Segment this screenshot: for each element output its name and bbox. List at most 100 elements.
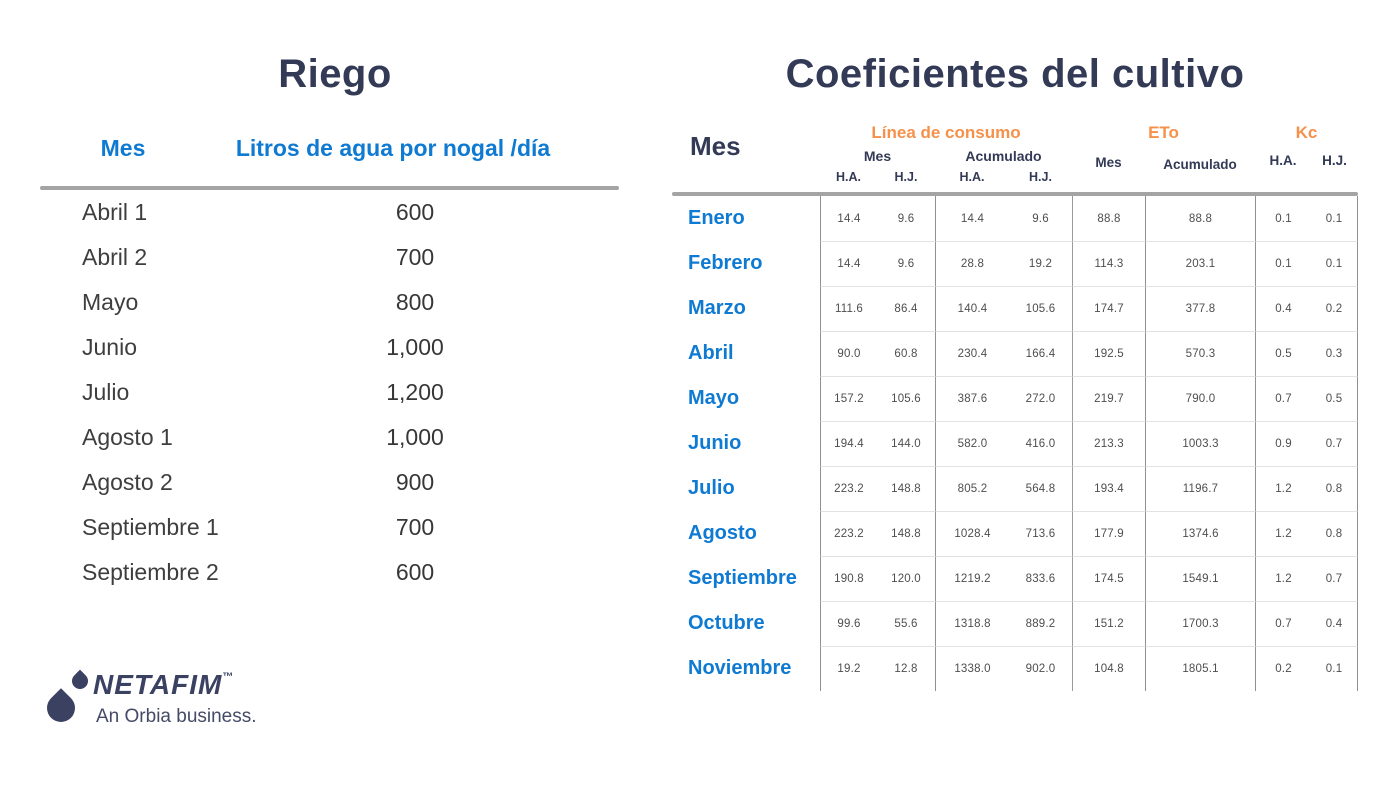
coef-value-cell: 0.2 xyxy=(1255,646,1311,691)
riego-month-cell: Agosto 1 xyxy=(82,424,173,450)
table-row: Abril 1 600 xyxy=(40,190,630,235)
col-consumo-acum-ha: H.A. xyxy=(959,170,985,184)
col-consumo-mes-ha: H.A. xyxy=(836,170,861,184)
coef-value-cell: 0.7 xyxy=(1255,376,1311,421)
coef-value-cell: 1700.3 xyxy=(1145,601,1255,646)
coef-value-cell: 19.2 xyxy=(820,646,877,691)
riego-table-section: Riego Mes Litros de agua por nogal /día … xyxy=(40,38,630,595)
coef-value-cell: 148.8 xyxy=(877,511,935,556)
table-row: Julio 1,200 xyxy=(40,370,630,415)
col-eto-mes: Mes xyxy=(1095,155,1122,170)
brand-name: NETAFIM™ xyxy=(93,669,233,701)
coef-value-cell: 805.2 xyxy=(935,466,1009,511)
riego-header-rule xyxy=(40,186,619,190)
coef-value-cell: 1028.4 xyxy=(935,511,1009,556)
coef-value-cell: 1.2 xyxy=(1255,511,1311,556)
coef-value-cell: 28.8 xyxy=(935,241,1009,286)
table-row: Junio 1,000 xyxy=(40,325,630,370)
water-drop-small-icon xyxy=(68,669,92,693)
coef-value-cell: 713.6 xyxy=(1009,511,1072,556)
coef-value-cell: 272.0 xyxy=(1009,376,1072,421)
riego-col-mes: Mes xyxy=(100,135,146,161)
coef-value-cell: 790.0 xyxy=(1145,376,1255,421)
coef-header-rule xyxy=(672,192,1358,196)
brand-tagline: An Orbia business. xyxy=(96,706,257,727)
riego-value-cell: 700 xyxy=(395,244,435,270)
table-row: Septiembre 2 600 xyxy=(40,550,630,595)
coef-value-cell: 1549.1 xyxy=(1145,556,1255,601)
coef-value-cell: 90.0 xyxy=(820,331,877,376)
coef-value-cell: 99.6 xyxy=(820,601,877,646)
coef-value-cell: 14.4 xyxy=(820,196,877,241)
table-row: Agosto 223.2 148.8 1028.4 713.6 177.9 1374.6 1.… xyxy=(672,511,1358,556)
coef-value-cell: 193.4 xyxy=(1072,466,1145,511)
coef-value-cell: 582.0 xyxy=(935,421,1009,466)
coef-value-cell: 111.6 xyxy=(820,286,877,331)
riego-month-cell: Abril 1 xyxy=(82,199,148,225)
coef-value-cell: 387.6 xyxy=(935,376,1009,421)
coef-col-mes: Mes xyxy=(690,131,741,161)
coef-value-cell: 230.4 xyxy=(935,331,1009,376)
riego-month-cell: Abril 2 xyxy=(82,244,148,270)
netafim-logo: NETAFIM™ An Orbia business. xyxy=(41,664,325,749)
coef-month-cell: Octubre xyxy=(688,612,765,634)
coef-value-cell: 0.1 xyxy=(1311,646,1358,691)
col-consumo-acum-hj: H.J. xyxy=(1029,170,1052,184)
riego-rows: Abril 1 600 Abril 2 700 Mayo 800 Junio 1,000 Jul… xyxy=(40,190,630,595)
riego-header-row: Mes Litros de agua por nogal /día xyxy=(40,135,630,171)
coef-value-cell: 0.7 xyxy=(1255,601,1311,646)
coef-value-cell: 889.2 xyxy=(1009,601,1072,646)
coef-month-cell: Agosto xyxy=(688,522,757,544)
group-kc: Kc xyxy=(1295,123,1318,142)
table-row: Abril 90.0 60.8 230.4 166.4 192.5 570.3 0.5 0.3 xyxy=(672,331,1358,376)
coef-value-cell: 833.6 xyxy=(1009,556,1072,601)
table-row: Febrero 14.4 9.6 28.8 19.2 114.3 203.1 0.1 0.1 xyxy=(672,241,1358,286)
coef-value-cell: 0.4 xyxy=(1311,601,1358,646)
table-row: Mayo 800 xyxy=(40,280,630,325)
coef-value-cell: 0.3 xyxy=(1311,331,1358,376)
coef-value-cell: 105.6 xyxy=(1009,286,1072,331)
coef-value-cell: 1.2 xyxy=(1255,556,1311,601)
table-row: Septiembre 190.8 120.0 1219.2 833.6 174.5 1549… xyxy=(672,556,1358,601)
coef-value-cell: 192.5 xyxy=(1072,331,1145,376)
coef-value-cell: 174.5 xyxy=(1072,556,1145,601)
table-row: Abril 2 700 xyxy=(40,235,630,280)
table-row: Noviembre 19.2 12.8 1338.0 902.0 104.8 1805.1 0… xyxy=(672,646,1358,691)
coef-value-cell: 12.8 xyxy=(877,646,935,691)
coef-value-cell: 114.3 xyxy=(1072,241,1145,286)
coef-value-cell: 157.2 xyxy=(820,376,877,421)
subgroup-consumo-mes: Mes xyxy=(863,148,892,164)
coef-value-cell: 148.8 xyxy=(877,466,935,511)
coeficientes-table-section: Coeficientes del cultivo Mes Línea de co… xyxy=(672,40,1358,691)
coef-month-cell: Noviembre xyxy=(688,657,792,679)
coef-value-cell: 55.6 xyxy=(877,601,935,646)
coef-value-cell: 0.4 xyxy=(1255,286,1311,331)
coef-month-cell: Enero xyxy=(688,207,745,229)
group-linea-de-consumo: Línea de consumo xyxy=(871,123,1021,142)
table-row: Agosto 2 900 xyxy=(40,460,630,505)
brand-text: NETAFIM xyxy=(93,669,223,700)
coef-value-cell: 213.3 xyxy=(1072,421,1145,466)
coef-value-cell: 0.1 xyxy=(1255,196,1311,241)
coef-value-cell: 14.4 xyxy=(820,241,877,286)
coef-value-cell: 144.0 xyxy=(877,421,935,466)
coef-value-cell: 120.0 xyxy=(877,556,935,601)
riego-value-cell: 1,000 xyxy=(386,424,444,450)
coef-value-cell: 223.2 xyxy=(820,511,877,556)
coef-value-cell: 9.6 xyxy=(897,212,915,225)
coeficientes-title: Coeficientes del cultivo xyxy=(785,52,1245,96)
coef-month-cell: Septiembre xyxy=(688,567,797,589)
coef-value-cell: 0.5 xyxy=(1311,376,1358,421)
riego-col-litros: Litros de agua por nogal /día xyxy=(235,135,551,161)
riego-title: Riego xyxy=(278,52,392,96)
coef-value-cell: 0.5 xyxy=(1255,331,1311,376)
riego-month-cell: Mayo xyxy=(82,289,139,315)
coef-value-cell: 377.8 xyxy=(1145,286,1255,331)
coef-value-cell: 1805.1 xyxy=(1145,646,1255,691)
coef-value-cell: 203.1 xyxy=(1145,241,1255,286)
table-row: Julio 223.2 148.8 805.2 564.8 193.4 1196.7 1.2 0… xyxy=(672,466,1358,511)
coef-value-cell: 190.8 xyxy=(820,556,877,601)
riego-month-cell: Junio xyxy=(82,334,137,360)
coef-value-cell: 1219.2 xyxy=(935,556,1009,601)
subgroup-consumo-acumulado: Acumulado xyxy=(965,148,1042,164)
